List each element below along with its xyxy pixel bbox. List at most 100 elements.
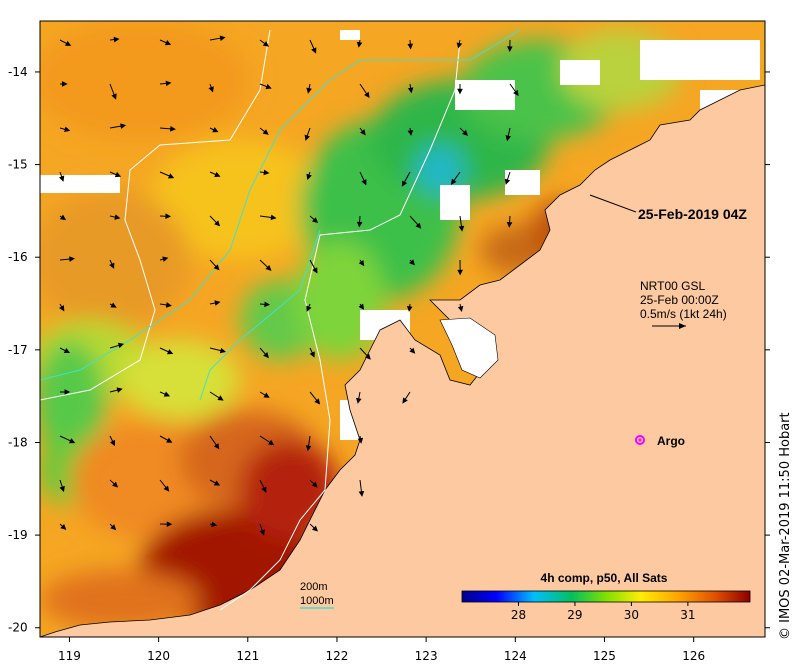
current-arrow-head	[505, 135, 512, 142]
current-arrow-head	[306, 173, 312, 181]
current-arrow-head	[219, 35, 226, 41]
current-arrow-head	[64, 40, 72, 46]
current-arrow-head	[314, 398, 321, 405]
current-arrow-head	[306, 87, 312, 94]
current-arrow-head	[356, 397, 362, 404]
x-tick-label: 125	[593, 649, 616, 663]
current-arrow-head	[58, 175, 65, 182]
current-arrow-head	[311, 481, 318, 488]
contour-200m	[219, 39, 461, 611]
timestamp-label: 25-Feb-2019 04Z	[638, 206, 747, 222]
current-product-label: NRT00 GSL	[640, 279, 705, 293]
y-tick-label: -15	[8, 158, 28, 172]
x-axis: 119 120 121 122 123 124 125 126	[58, 637, 705, 663]
x-tick-label: 119	[58, 649, 81, 663]
current-arrow-head	[213, 480, 221, 486]
x-tick-label: 120	[147, 649, 170, 663]
current-arrow-head	[117, 342, 125, 349]
current-arrow-head	[312, 267, 318, 274]
colorbar	[461, 590, 751, 603]
y-tick-label: -19	[8, 528, 28, 542]
current-arrow-head	[213, 443, 220, 450]
current-arrow-head	[457, 269, 463, 276]
current-arrow-head	[358, 303, 365, 310]
current-arrow-head	[401, 180, 408, 187]
argo-marker	[635, 435, 645, 445]
colorbar-tick-label: 29	[567, 608, 582, 622]
current-arrow-head	[358, 259, 365, 267]
current-arrow-head	[214, 220, 221, 227]
current-arrow-head	[64, 126, 71, 133]
x-tick-label: 126	[682, 649, 705, 663]
current-arrow-head	[59, 485, 65, 493]
current-arrow-head	[402, 397, 408, 404]
current-arrow-head	[264, 301, 271, 308]
current-arrow-head	[111, 93, 117, 100]
current-arrow-head	[59, 214, 67, 221]
y-tick-label: -14	[8, 65, 28, 79]
current-arrow-head	[114, 214, 121, 220]
current-arrow-head	[109, 439, 116, 447]
current-arrow-head	[163, 391, 171, 397]
scale-arrow	[652, 323, 686, 329]
current-arrow-head	[357, 437, 364, 444]
current-arrow-head	[513, 89, 519, 97]
y-tick-label: -18	[8, 435, 28, 449]
current-vectors	[58, 35, 519, 536]
current-arrow-head	[356, 41, 363, 48]
timestamp-leader	[589, 194, 637, 213]
current-arrow-head	[166, 437, 173, 443]
x-tick-label: 123	[415, 649, 438, 663]
current-arrow-head	[263, 169, 270, 176]
current-arrow-head	[450, 178, 457, 185]
current-arrow-head	[407, 129, 414, 136]
argo-label: Argo	[657, 434, 685, 448]
x-tick-label: 122	[326, 649, 349, 663]
sst-field	[40, 21, 765, 637]
current-arrow-head	[364, 353, 371, 360]
current-arrow-head	[311, 47, 317, 54]
current-arrow-head	[407, 43, 414, 50]
y-axis: -14 -15 -16 -17 -18 -19 -20	[8, 65, 770, 635]
current-arrow-head	[263, 392, 270, 398]
contour-200m-legend: 200m	[300, 581, 328, 593]
contour-1000m-legend: 1000m	[300, 595, 334, 607]
current-arrow-head	[113, 36, 120, 43]
current-arrow-head	[462, 129, 469, 136]
current-arrow-head	[165, 213, 172, 220]
current-arrow-head	[61, 81, 68, 87]
y-tick-label: -17	[8, 343, 28, 357]
current-arrow-head	[458, 225, 465, 232]
current-scale-label: 0.5m/s (1kt 24h)	[640, 307, 727, 321]
current-arrow-head	[165, 302, 172, 308]
current-arrow-head	[265, 264, 272, 271]
plot-frame	[39, 20, 766, 638]
current-arrow-head	[361, 179, 367, 186]
current-arrow-head	[68, 438, 76, 444]
current-arrow-head	[261, 486, 267, 493]
current-arrow-head	[457, 88, 463, 95]
current-arrow-head	[214, 171, 221, 177]
current-arrow-head	[456, 42, 463, 49]
current-arrow-head	[208, 86, 214, 93]
current-arrow-head	[170, 126, 176, 132]
current-arrow-head	[211, 521, 218, 528]
current-arrow-head	[262, 129, 269, 135]
current-arrow-head	[110, 302, 117, 308]
current-arrow-head	[504, 178, 511, 185]
current-arrow-head	[270, 214, 277, 221]
current-arrow-head	[109, 262, 115, 269]
land-mass	[40, 21, 765, 637]
colorbar-tick-label: 30	[624, 608, 639, 622]
current-arrow-head	[259, 529, 265, 536]
current-arrow-head	[406, 305, 413, 312]
colorbar-ticks: 28 29 30 31	[511, 602, 696, 622]
current-arrow-head	[110, 524, 117, 531]
credit-label: © IMOS 02-Mar-2019 11:50 Hobart	[778, 412, 793, 640]
current-arrow-head	[409, 347, 416, 354]
current-arrow-head	[364, 91, 370, 99]
current-arrow-head	[265, 83, 272, 90]
y-tick-label: -20	[8, 621, 28, 635]
current-arrow-head	[506, 221, 513, 228]
